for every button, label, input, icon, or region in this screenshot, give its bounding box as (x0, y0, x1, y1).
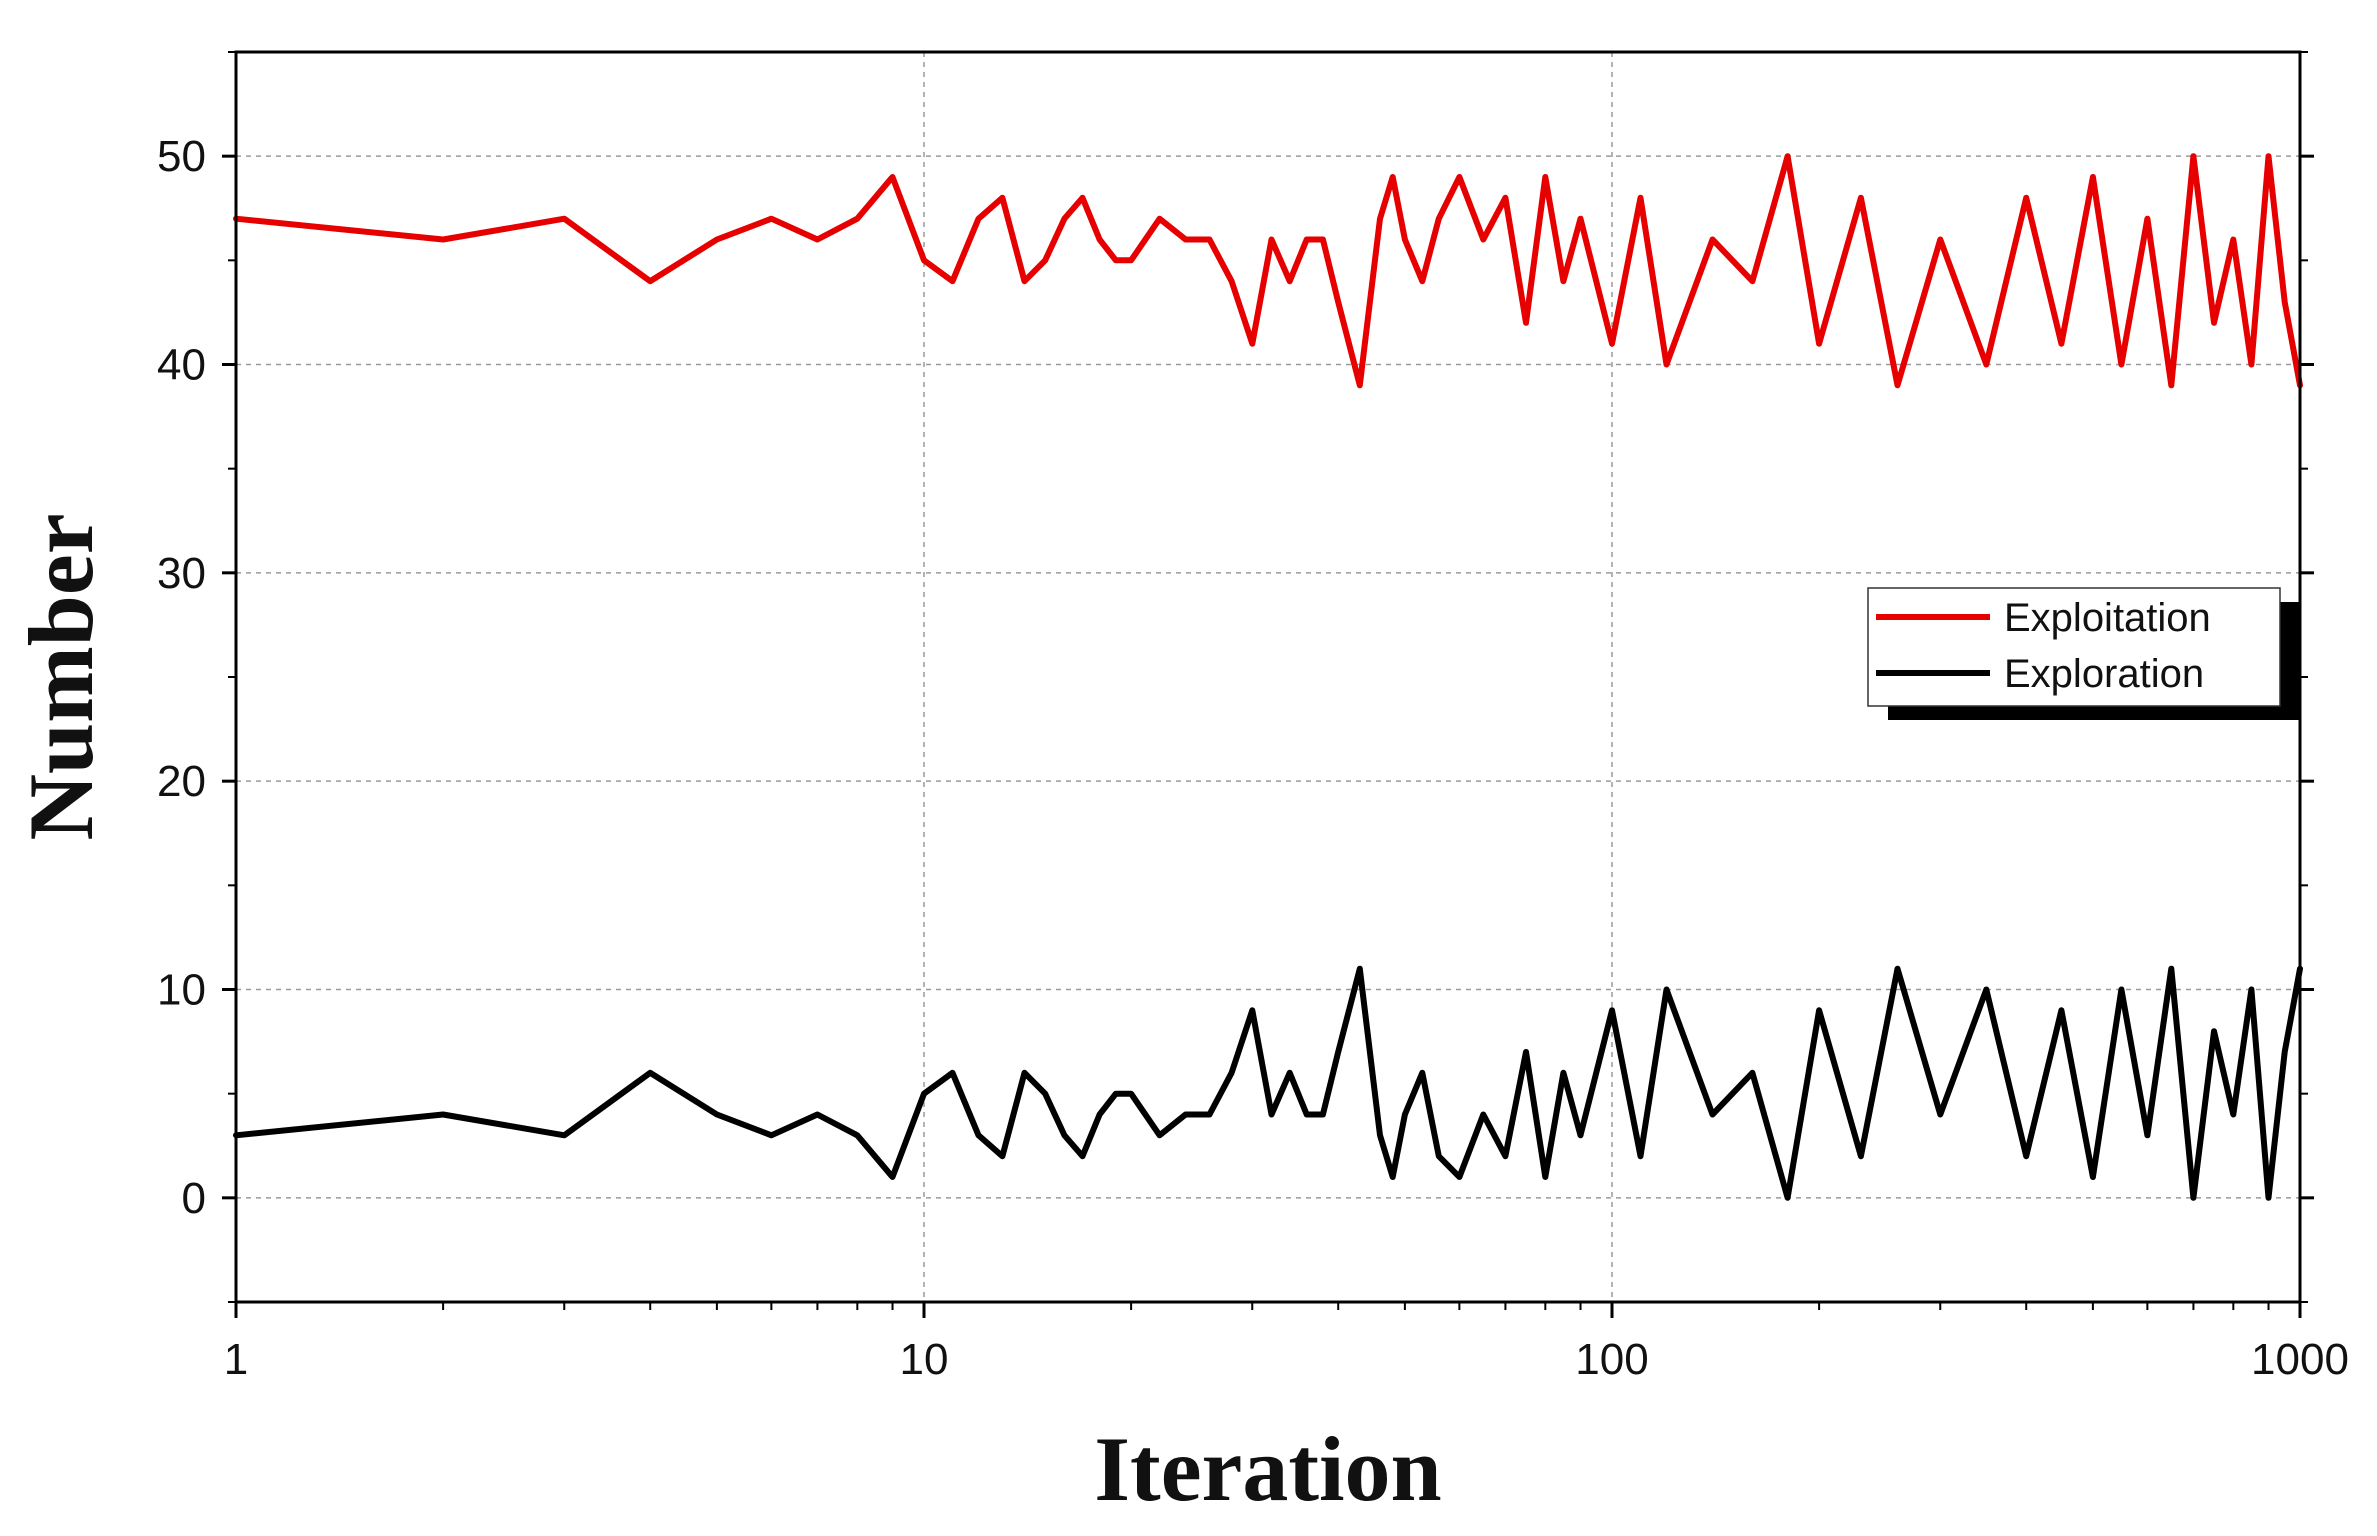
y-axis-title: Number (10, 513, 112, 840)
legend-box (1867, 587, 2281, 707)
x-axis-title: Iteration (1094, 1418, 1441, 1520)
legend: Exploitation Exploration (1867, 587, 2300, 720)
y-tick-label: 40 (157, 341, 206, 390)
legend-label-exploitation: Exploitation (2004, 596, 2211, 640)
y-tick-label: 50 (157, 132, 206, 181)
series-line-1 (233, 965, 2303, 1201)
grid-layer (236, 52, 2300, 1302)
x-tick-label: 1 (224, 1335, 248, 1384)
series-layer (233, 153, 2303, 1201)
ticks-layer: 0 10 20 30 40 50 1 10 100 1000 (157, 51, 2349, 1384)
legend-label-exploration: Exploration (2004, 652, 2204, 696)
y-tick-label: 20 (157, 757, 206, 806)
y-tick-label: 0 (182, 1174, 206, 1223)
y-tick-label: 10 (157, 966, 206, 1015)
y-tick-label: 30 (157, 549, 206, 598)
series-line-0 (233, 153, 2303, 389)
x-tick-label: 1000 (2251, 1335, 2349, 1384)
x-tick-label: 100 (1575, 1335, 1648, 1384)
x-tick-label: 10 (900, 1335, 949, 1384)
